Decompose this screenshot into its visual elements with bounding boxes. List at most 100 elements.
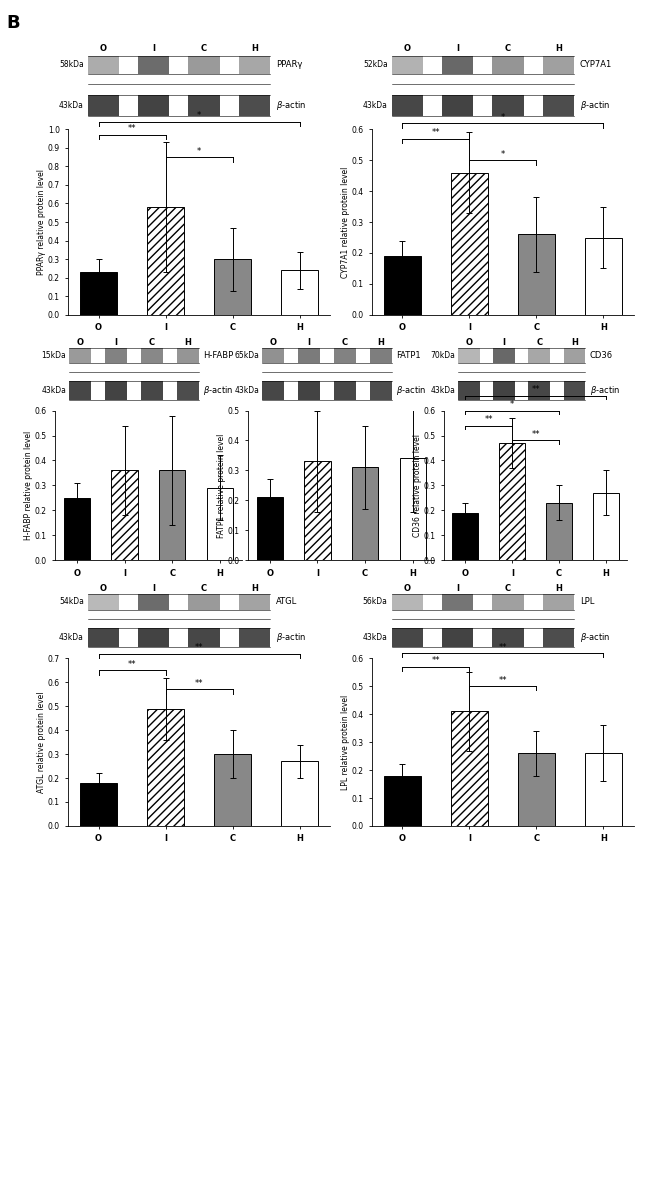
Bar bbox=[392, 95, 423, 116]
Bar bbox=[543, 95, 574, 116]
Bar bbox=[177, 348, 199, 364]
Bar bbox=[543, 594, 574, 609]
Text: I: I bbox=[152, 584, 155, 593]
Text: $\beta$-actin: $\beta$-actin bbox=[203, 384, 233, 397]
Text: 43kDa: 43kDa bbox=[363, 101, 387, 110]
Bar bbox=[499, 443, 525, 560]
Text: I: I bbox=[307, 339, 311, 347]
Text: 43kDa: 43kDa bbox=[59, 101, 84, 110]
Bar bbox=[138, 594, 170, 609]
Y-axis label: PPARγ relative protein level: PPARγ relative protein level bbox=[36, 169, 46, 275]
Bar bbox=[147, 709, 184, 826]
Text: H: H bbox=[251, 44, 258, 54]
Text: 56kDa: 56kDa bbox=[363, 597, 387, 607]
Text: 58kDa: 58kDa bbox=[59, 60, 84, 69]
Text: $\beta$-actin: $\beta$-actin bbox=[276, 99, 306, 111]
Bar bbox=[298, 382, 320, 400]
Bar bbox=[239, 95, 270, 116]
Y-axis label: CYP7A1 relative protein level: CYP7A1 relative protein level bbox=[341, 166, 350, 278]
Text: C: C bbox=[536, 339, 542, 347]
Bar bbox=[80, 783, 117, 826]
Bar bbox=[528, 382, 550, 400]
Bar bbox=[88, 628, 119, 648]
Bar bbox=[564, 382, 586, 400]
Bar bbox=[564, 348, 586, 364]
Text: H: H bbox=[251, 584, 258, 593]
Bar bbox=[458, 348, 480, 364]
Bar bbox=[452, 512, 478, 560]
Bar bbox=[543, 56, 574, 74]
Text: H-FABP: H-FABP bbox=[203, 351, 233, 360]
Text: *: * bbox=[510, 401, 514, 409]
Bar bbox=[141, 348, 163, 364]
Text: $\beta$-actin: $\beta$-actin bbox=[396, 384, 426, 397]
Bar bbox=[281, 761, 318, 826]
Bar bbox=[88, 56, 119, 74]
Text: FATP1: FATP1 bbox=[396, 351, 421, 360]
Text: C: C bbox=[505, 584, 511, 593]
Text: PPARγ: PPARγ bbox=[276, 60, 302, 69]
Text: CD36: CD36 bbox=[590, 351, 613, 360]
Bar bbox=[451, 711, 488, 826]
Bar bbox=[214, 754, 251, 826]
Text: H: H bbox=[377, 339, 384, 347]
Text: 43kDa: 43kDa bbox=[59, 633, 84, 643]
Text: O: O bbox=[100, 584, 107, 593]
Bar bbox=[442, 95, 473, 116]
Bar bbox=[352, 468, 378, 560]
Y-axis label: ATGL relative protein level: ATGL relative protein level bbox=[36, 692, 46, 792]
Bar bbox=[239, 56, 270, 74]
Bar bbox=[239, 628, 270, 648]
Text: H: H bbox=[185, 339, 191, 347]
Text: $\beta$-actin: $\beta$-actin bbox=[580, 99, 610, 111]
Bar bbox=[147, 207, 184, 315]
Text: O: O bbox=[404, 44, 411, 54]
Bar bbox=[442, 628, 473, 648]
Text: I: I bbox=[502, 339, 506, 347]
Text: **: ** bbox=[432, 128, 440, 138]
Bar bbox=[138, 95, 170, 116]
Bar bbox=[492, 56, 523, 74]
Bar bbox=[105, 348, 127, 364]
Bar bbox=[188, 56, 220, 74]
Bar bbox=[392, 594, 423, 609]
Text: $\beta$-actin: $\beta$-actin bbox=[276, 631, 306, 644]
Text: C: C bbox=[149, 339, 155, 347]
Text: O: O bbox=[100, 44, 107, 54]
Bar bbox=[493, 348, 515, 364]
Bar bbox=[451, 172, 488, 315]
Text: **: ** bbox=[128, 660, 136, 669]
Text: 43kDa: 43kDa bbox=[42, 385, 66, 395]
Text: **: ** bbox=[432, 656, 440, 666]
Bar bbox=[392, 56, 423, 74]
Bar bbox=[492, 594, 523, 609]
Text: 52kDa: 52kDa bbox=[363, 60, 387, 69]
Bar bbox=[298, 348, 320, 364]
Text: H: H bbox=[555, 44, 562, 54]
Text: *: * bbox=[500, 150, 505, 159]
Bar bbox=[370, 382, 392, 400]
Text: **: ** bbox=[195, 643, 203, 652]
Text: H: H bbox=[571, 339, 578, 347]
Text: **: ** bbox=[532, 431, 540, 439]
Bar bbox=[257, 498, 283, 560]
Text: **: ** bbox=[499, 676, 507, 685]
Bar bbox=[188, 628, 220, 648]
Bar bbox=[64, 498, 90, 560]
Bar bbox=[543, 628, 574, 648]
Bar bbox=[70, 348, 92, 364]
Bar bbox=[333, 348, 356, 364]
Text: C: C bbox=[342, 339, 348, 347]
Text: LPL: LPL bbox=[580, 597, 594, 607]
Bar bbox=[370, 348, 392, 364]
Bar bbox=[585, 753, 622, 826]
Text: I: I bbox=[456, 44, 459, 54]
Bar bbox=[384, 256, 421, 315]
Y-axis label: LPL relative protein level: LPL relative protein level bbox=[341, 694, 350, 790]
Text: $\beta$-actin: $\beta$-actin bbox=[580, 631, 610, 644]
Text: **: ** bbox=[499, 643, 507, 651]
Bar bbox=[262, 348, 284, 364]
Bar bbox=[518, 235, 555, 315]
Bar bbox=[528, 348, 550, 364]
Bar bbox=[493, 382, 515, 400]
